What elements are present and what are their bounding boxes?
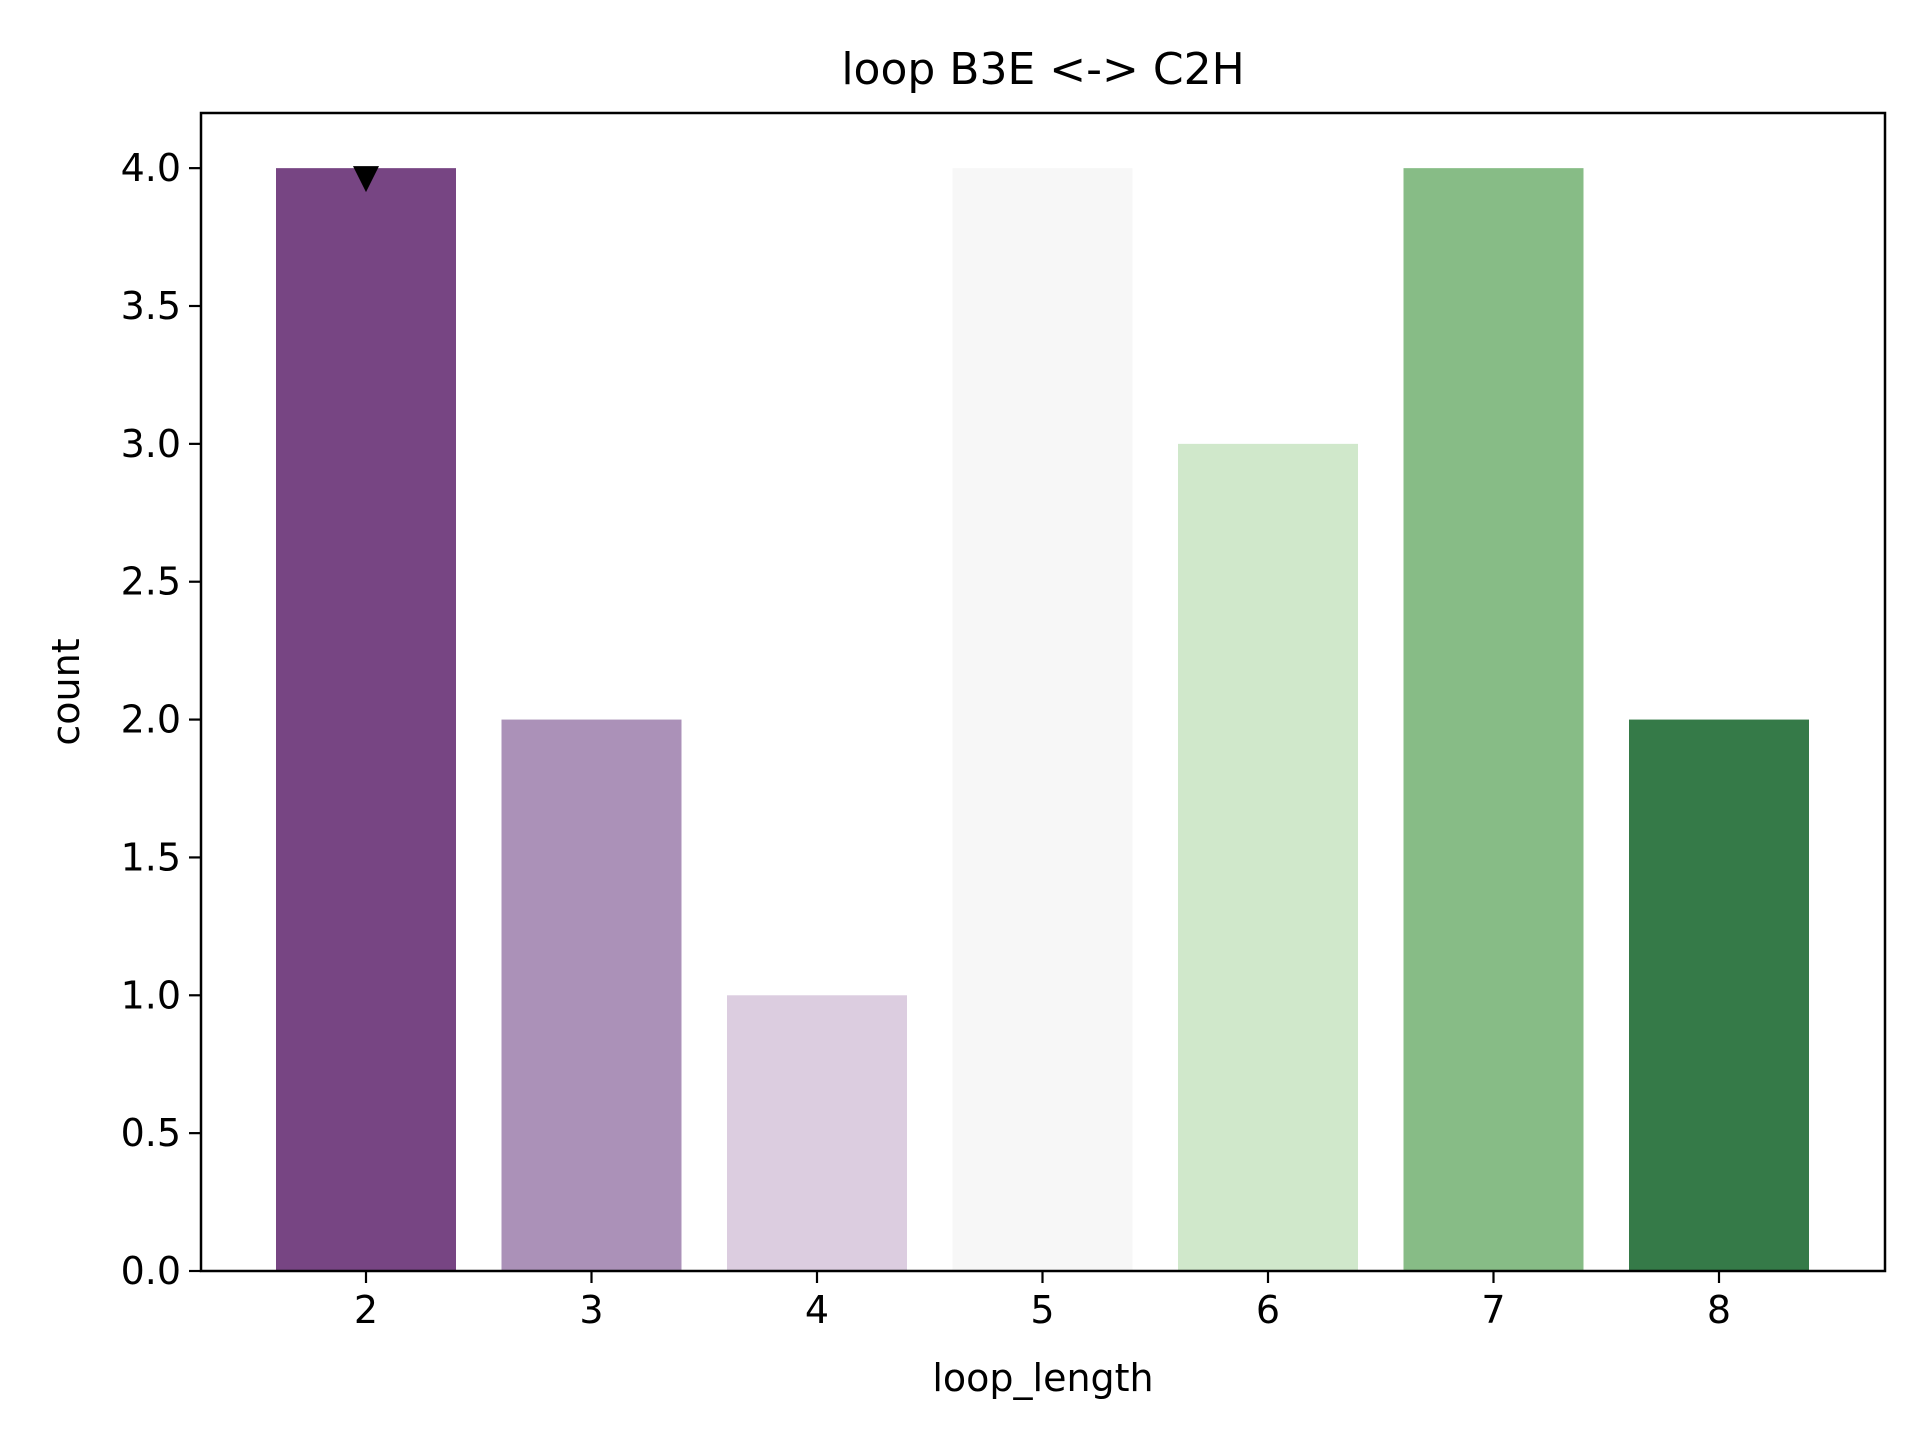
x-tick-label-7: 7	[1481, 1288, 1505, 1332]
y-tick-label-2: 1.0	[121, 973, 181, 1017]
bar-8	[1629, 719, 1809, 1271]
y-tick-label-3: 1.5	[121, 835, 181, 879]
y-tick-label-7: 3.5	[121, 284, 181, 328]
bar-7	[1403, 168, 1584, 1272]
y-tick-label-5: 2.5	[121, 560, 181, 604]
x-tick-label-4: 4	[805, 1288, 829, 1332]
x-axis-label: loop_length	[932, 1356, 1153, 1400]
chart-title: loop B3E <-> C2H	[841, 44, 1244, 95]
bar-5	[952, 168, 1133, 1272]
x-tick-label-2: 2	[354, 1288, 378, 1332]
y-tick-label-1: 0.5	[121, 1111, 181, 1155]
x-axis: 2 3 4 5 6 7 8	[354, 1271, 1731, 1332]
y-tick-label-4: 2.0	[121, 698, 181, 742]
x-tick-label-8: 8	[1707, 1288, 1731, 1332]
bars-layer	[276, 168, 1809, 1272]
marker-layer	[353, 166, 379, 193]
y-tick-label-0: 0.0	[121, 1249, 181, 1293]
y-axis-label: count	[44, 638, 88, 745]
x-tick-label-3: 3	[579, 1288, 603, 1332]
y-tick-label-8: 4.0	[121, 146, 181, 190]
y-tick-label-6: 3.0	[121, 422, 181, 466]
marker-triangle-down	[353, 166, 379, 193]
bar-4	[727, 995, 907, 1271]
y-axis: 0.0 0.5 1.0 1.5 2.0 2.5 3.0 3.5 4.0	[121, 146, 201, 1293]
bar-6	[1178, 443, 1358, 1271]
x-tick-label-5: 5	[1030, 1288, 1054, 1332]
bar-2	[276, 168, 456, 1272]
bar-3	[501, 719, 682, 1271]
x-tick-label-6: 6	[1256, 1288, 1280, 1332]
